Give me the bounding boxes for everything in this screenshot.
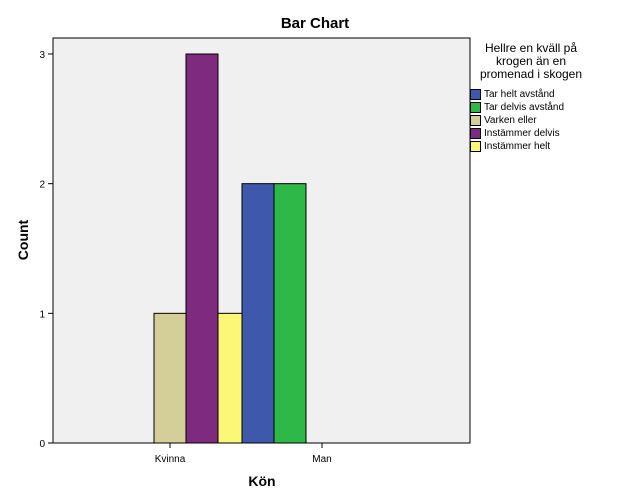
legend-swatch <box>470 115 481 126</box>
legend-label: Tar delvis avstånd <box>484 102 565 113</box>
legend-item: Tar delvis avstånd <box>470 101 626 114</box>
bar <box>273 183 307 444</box>
legend-item: Varken eller <box>470 114 626 127</box>
bar <box>185 53 219 444</box>
bar <box>241 183 275 444</box>
x-tick-label: Kvinna <box>155 454 186 465</box>
legend-label: Instämmer delvis <box>484 128 560 139</box>
y-axis-label: Count <box>15 219 31 260</box>
y-tick-label: 2 <box>39 180 45 191</box>
legend-swatch <box>470 102 481 113</box>
y-tick-label: 0 <box>39 439 45 450</box>
x-axis-label: Kön <box>248 473 275 489</box>
legend-swatch <box>470 128 481 139</box>
bars-group <box>153 53 307 444</box>
axes-group: 0 1 2 3 Kvinna Man <box>39 50 331 465</box>
legend-item: Instämmer delvis <box>470 127 626 140</box>
legend-label: Tar helt avstånd <box>484 89 555 100</box>
legend-swatch <box>470 89 481 100</box>
chart-title: Bar Chart <box>281 15 349 32</box>
y-tick-label: 3 <box>39 50 45 61</box>
legend-label: Varken eller <box>484 115 537 126</box>
x-tick-label: Man <box>312 454 331 465</box>
legend-label: Instämmer helt <box>484 141 551 152</box>
legend-title: Hellre en kväll på krogen än en promenad… <box>479 41 583 81</box>
legend-item: Tar helt avstånd <box>470 88 626 101</box>
legend-items: Tar helt avstånd Tar delvis avstånd Varken… <box>470 88 626 153</box>
bar <box>153 312 187 444</box>
legend-swatch <box>470 141 481 152</box>
legend-item: Instämmer helt <box>470 140 626 153</box>
y-tick-label: 1 <box>39 309 45 320</box>
legend: Hellre en kväll på krogen än en promenad… <box>470 42 626 153</box>
